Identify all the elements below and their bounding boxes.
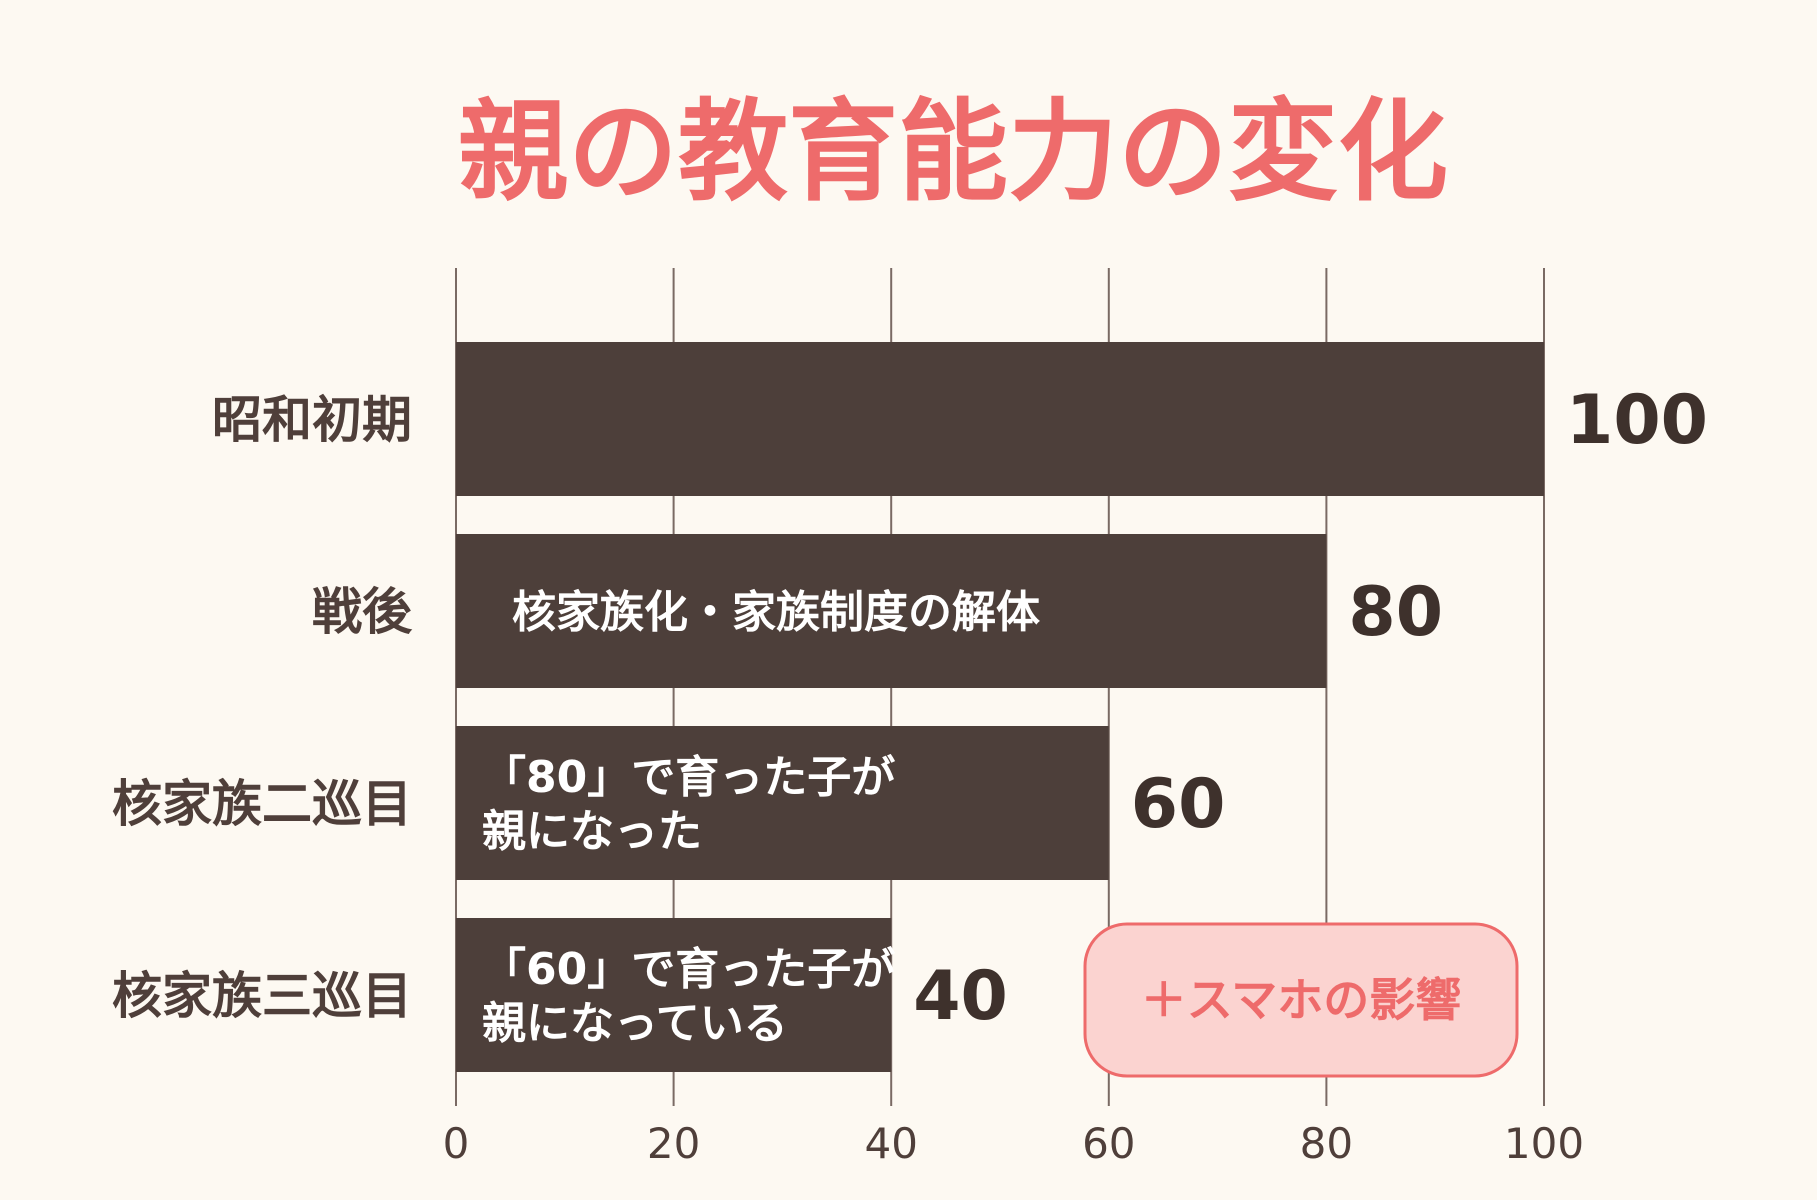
bar-note-line: 「80」で育った子が [482, 752, 895, 803]
category-label: 核家族三巡目 [112, 967, 412, 1025]
annotation-callout: ＋スマホの影響 [1083, 922, 1519, 1078]
category-label: 昭和初期 [212, 391, 412, 449]
bar-3 [456, 726, 1109, 880]
bar-note-line: 核家族化・家族制度の解体 [512, 587, 1040, 638]
value-label: 40 [913, 957, 1008, 1036]
x-tick-label: 80 [1300, 1119, 1353, 1168]
value-label: 80 [1348, 573, 1443, 652]
bar-4 [456, 918, 892, 1072]
value-label: 60 [1131, 765, 1226, 844]
x-tick-label: 100 [1504, 1119, 1584, 1168]
bar-1 [456, 342, 1544, 496]
bar-note-line: 親になった [482, 806, 702, 857]
x-axis-ticks: 0 20 40 60 80 100 [443, 1119, 1584, 1168]
bar-2 [456, 534, 1327, 688]
x-tick-label: 40 [864, 1119, 917, 1168]
category-label: 核家族二巡目 [112, 775, 412, 833]
x-tick-label: 60 [1082, 1119, 1135, 1168]
chart-title: 親の教育能力の変化 [458, 88, 1448, 216]
annotation-text: ＋スマホの影響 [1141, 973, 1462, 1027]
bar-note-line: 「60」で育った子が [482, 944, 895, 995]
x-tick-label: 20 [647, 1119, 700, 1168]
value-label: 100 [1566, 381, 1708, 460]
annotation-box [1083, 922, 1519, 1078]
x-tick-label: 0 [443, 1119, 470, 1168]
category-label: 戦後 [312, 583, 413, 641]
bar-note-line: 親になっている [482, 998, 788, 1049]
bars [456, 342, 1544, 1072]
